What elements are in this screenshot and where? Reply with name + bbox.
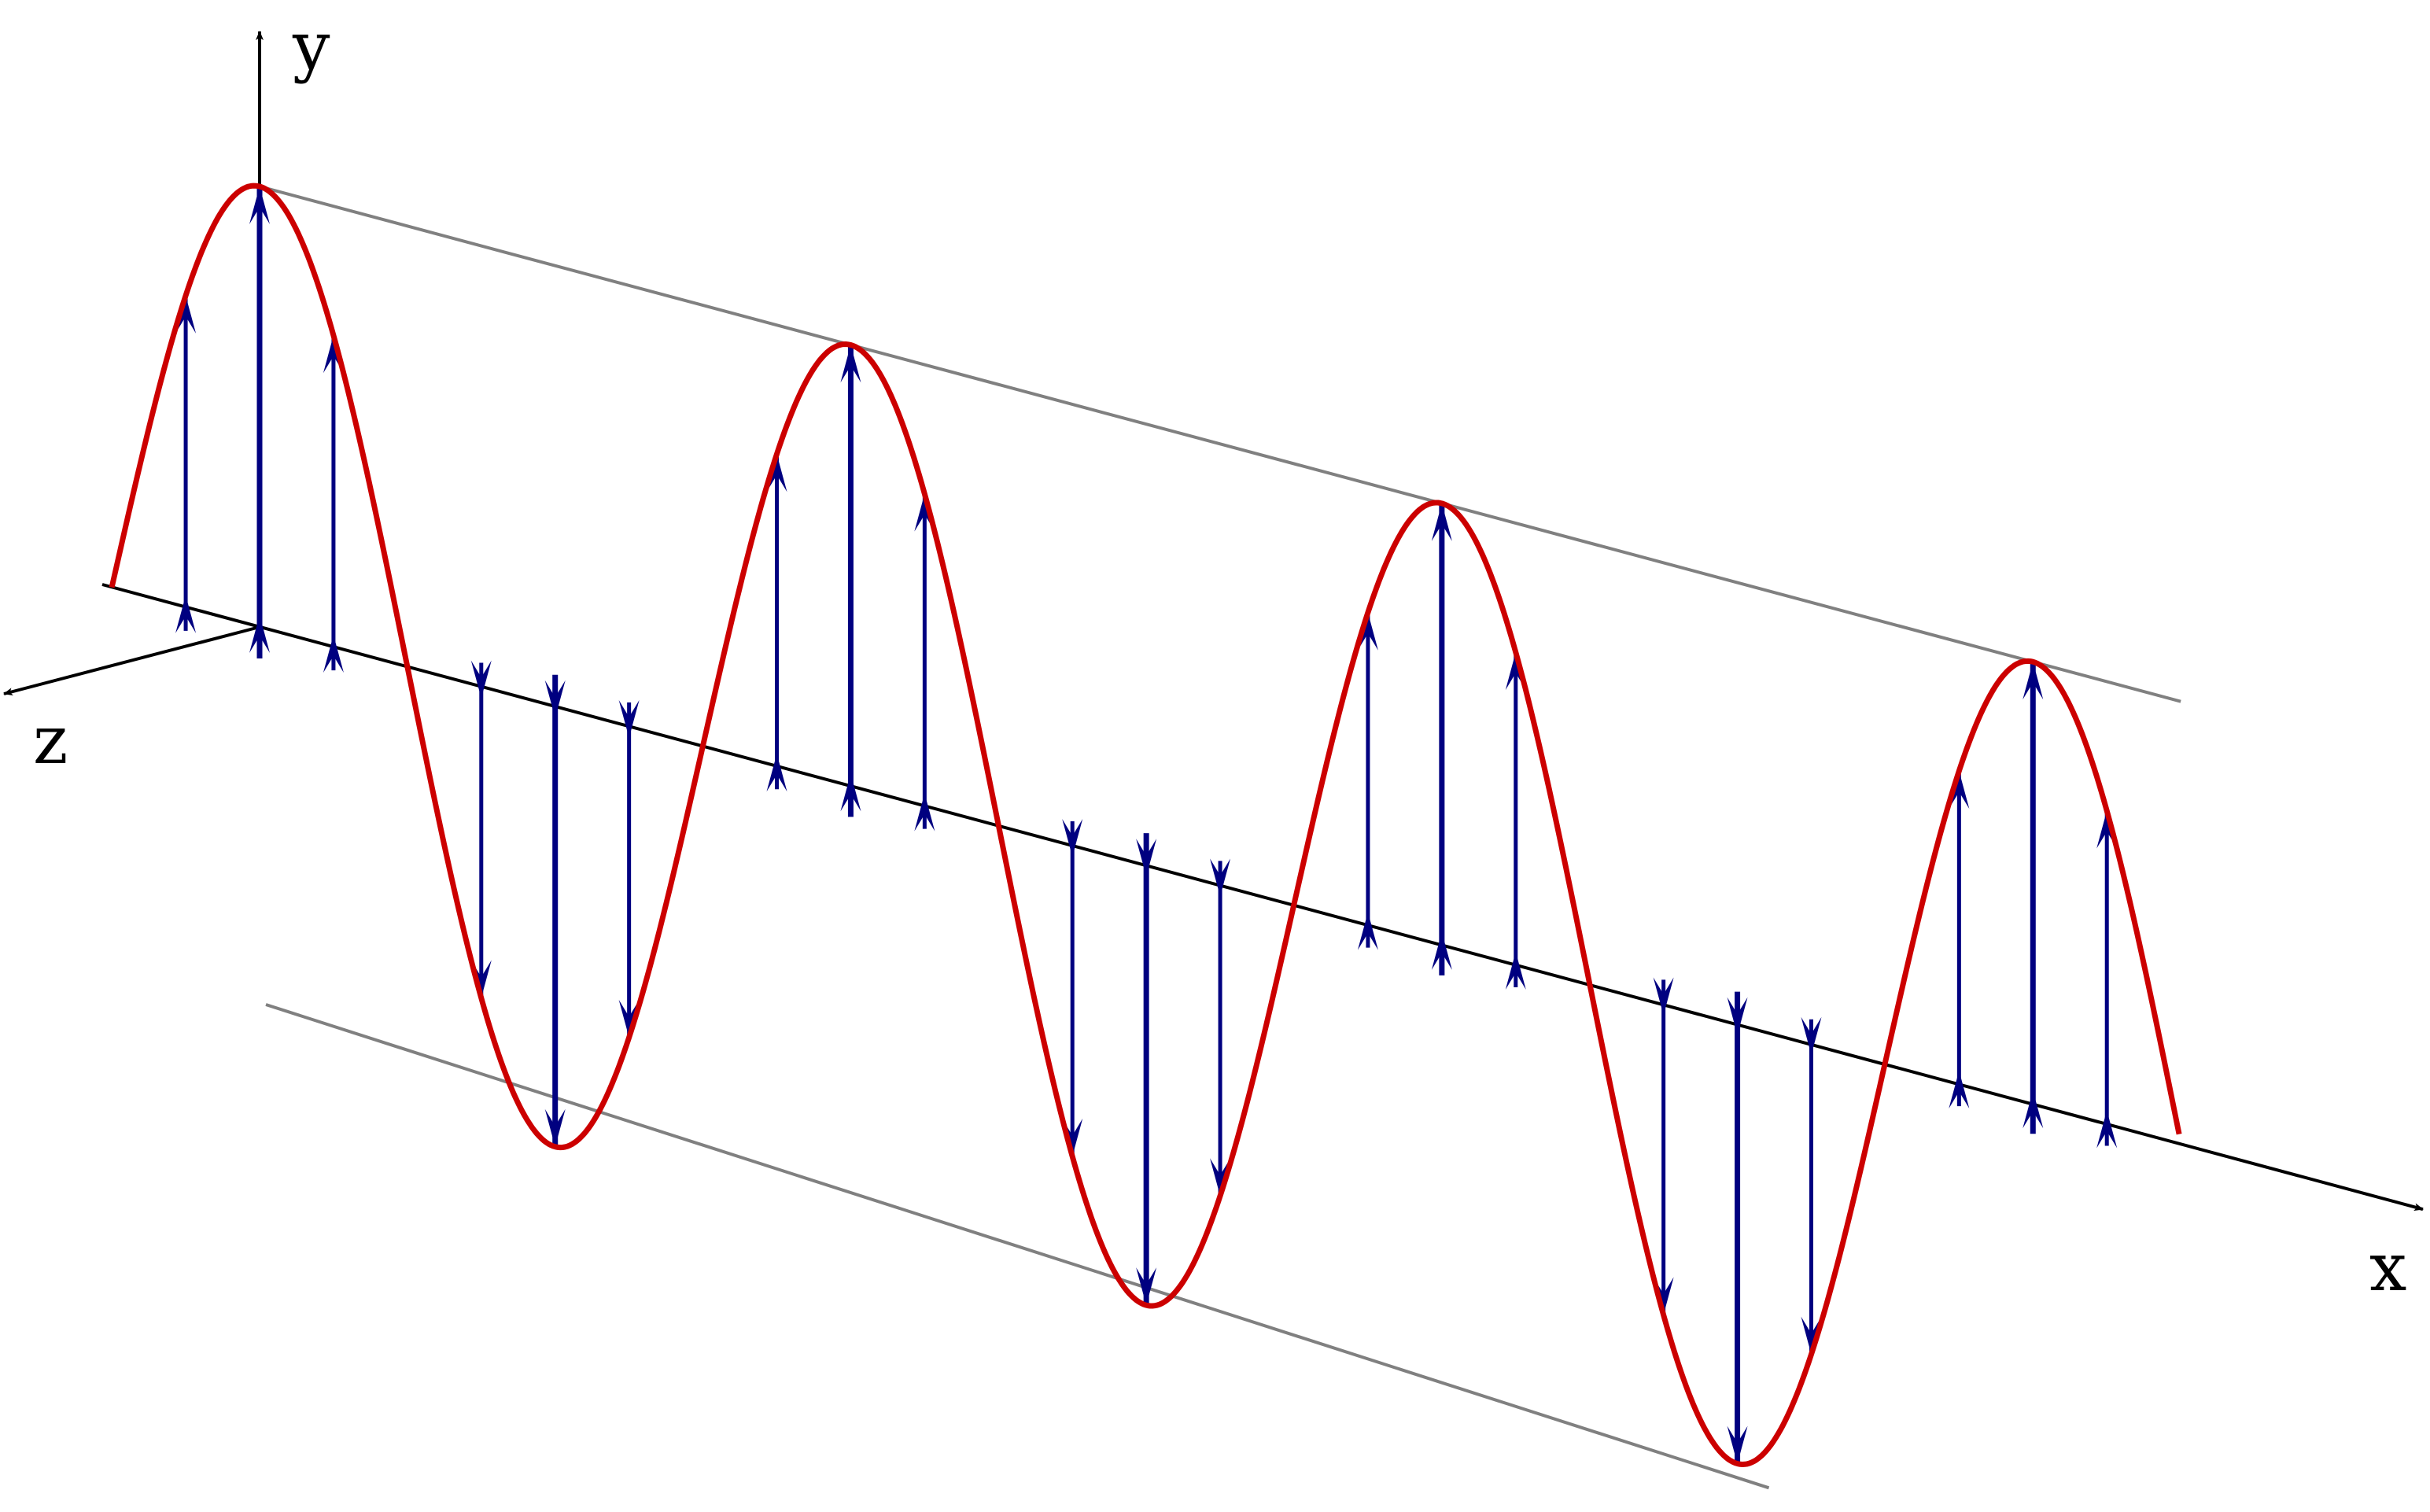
field-vector: [1136, 833, 1157, 1306]
field-vector: [840, 345, 861, 817]
vector-arrowhead: [1431, 503, 1452, 541]
vector-base-arrowhead: [1136, 839, 1157, 877]
vector-base-arrowhead: [2096, 1110, 2118, 1149]
vector-arrowhead: [1949, 771, 1970, 809]
vector-arrowhead: [1357, 612, 1378, 651]
vector-arrowhead: [1210, 1158, 1231, 1197]
vector-base-arrowhead: [470, 660, 492, 699]
vector-base-arrowhead: [1431, 931, 1452, 970]
vector-arrowhead: [249, 186, 270, 224]
field-vector: [1210, 858, 1231, 1197]
wave-line: [109, 183, 2182, 1467]
vector-arrowhead: [766, 454, 787, 492]
vector-arrowhead: [544, 1108, 566, 1147]
vector-base-arrowhead: [618, 699, 640, 738]
field-vector: [2023, 662, 2044, 1134]
vector-base-arrowhead: [766, 754, 787, 792]
field-vector: [2096, 810, 2118, 1149]
field-vector: [914, 493, 935, 832]
vector-base-arrowhead: [914, 793, 935, 832]
field-vector: [323, 335, 344, 673]
vector-arrowhead: [1727, 1425, 1748, 1464]
vector-base-arrowhead: [1062, 818, 1083, 857]
vector-base-arrowhead: [249, 615, 270, 653]
upper-envelope-line: [259, 185, 2181, 703]
field-vector: [175, 295, 197, 633]
vector-arrowhead: [175, 295, 197, 334]
field-vectors: [175, 186, 2118, 1464]
field-vector: [618, 699, 640, 1038]
lower-envelope-line: [265, 1003, 1770, 1490]
vector-base-arrowhead: [840, 773, 861, 812]
vector-base-arrowhead: [1210, 858, 1231, 897]
vector-arrowhead: [1801, 1316, 1822, 1355]
field-vector: [1431, 503, 1452, 975]
vector-base-arrowhead: [175, 595, 197, 633]
field-vector: [544, 674, 566, 1147]
field-vector: [470, 660, 492, 998]
vector-base-arrowhead: [323, 635, 344, 673]
vector-base-arrowhead: [1727, 997, 1748, 1035]
field-vector: [1727, 991, 1748, 1464]
axes: [3, 31, 2424, 1211]
y-axis-label: y: [292, 8, 330, 85]
x-axis-line: [101, 583, 2424, 1211]
vector-base-arrowhead: [1653, 977, 1674, 1016]
vector-arrowhead: [2023, 662, 2044, 700]
field-vector: [1062, 818, 1083, 1156]
vector-base-arrowhead: [1949, 1071, 1970, 1109]
vector-base-arrowhead: [544, 680, 566, 718]
vector-arrowhead: [1136, 1267, 1157, 1306]
envelope-lines: [259, 185, 2181, 1490]
field-vector: [249, 186, 270, 658]
field-vector: [1801, 1016, 1822, 1355]
vector-arrowhead: [840, 345, 861, 383]
field-vector: [1653, 977, 1674, 1315]
vector-base-arrowhead: [1801, 1016, 1822, 1055]
field-vector: [1949, 771, 1970, 1109]
x-axis-label: x: [2369, 1229, 2406, 1306]
z-axis-line: [3, 625, 260, 696]
field-vector: [1505, 652, 1526, 990]
vector-base-arrowhead: [1357, 912, 1378, 950]
field-vector: [1357, 612, 1378, 950]
wave-curve: [109, 183, 2182, 1467]
vector-base-arrowhead: [2023, 1090, 2044, 1129]
vector-base-arrowhead: [1505, 952, 1526, 990]
field-vector: [766, 454, 787, 792]
vector-arrowhead: [618, 999, 640, 1038]
z-axis-label: z: [33, 702, 68, 779]
